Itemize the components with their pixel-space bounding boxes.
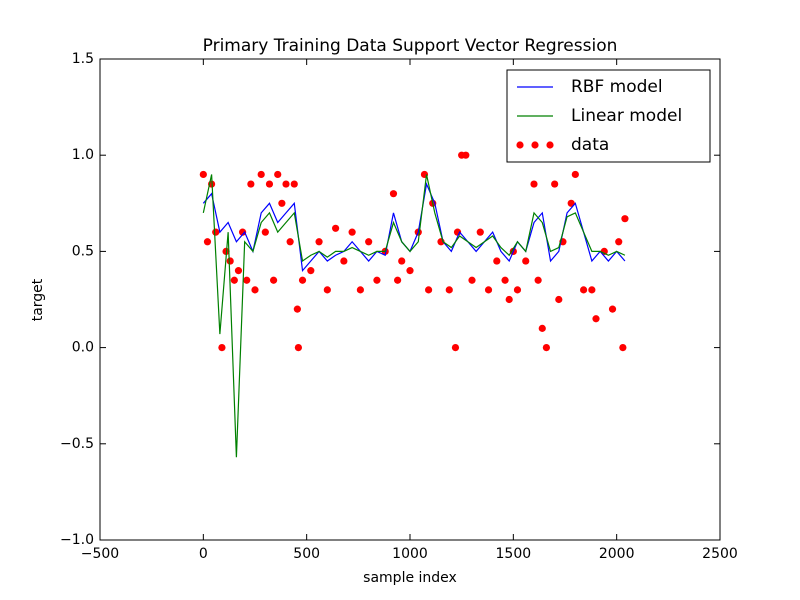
data-point: [406, 267, 414, 275]
data-point: [476, 228, 484, 236]
legend-label: Linear model: [571, 106, 682, 126]
data-point: [608, 305, 617, 313]
legend-label: RBF model: [571, 77, 663, 97]
data-point: [286, 238, 294, 246]
data-point: [332, 224, 340, 232]
data-point: [522, 257, 530, 265]
data-point: [247, 180, 255, 188]
plot-area: [199, 151, 629, 458]
x-tick-label: 1000: [392, 546, 428, 562]
data-point: [226, 257, 234, 265]
data-point: [373, 276, 381, 284]
x-axis-label: sample index: [363, 570, 457, 586]
x-tick-label: 2500: [702, 546, 738, 562]
data-point: [356, 286, 364, 294]
data-point: [274, 170, 282, 179]
x-tick-label: −500: [81, 546, 119, 562]
y-tick-label: 1.0: [72, 147, 94, 163]
data-point: [243, 276, 251, 284]
data-point: [340, 257, 348, 265]
x-tick-label: 0: [199, 546, 208, 562]
data-point: [257, 170, 265, 179]
y-tick-label: 0.0: [72, 340, 94, 356]
data-point: [571, 170, 579, 179]
data-point: [451, 344, 460, 352]
data-point: [294, 344, 302, 352]
y-tick-label: −1.0: [60, 532, 94, 548]
legend-marker: [531, 141, 539, 149]
data-point: [505, 295, 513, 304]
data-point: [323, 286, 331, 294]
data-point: [493, 257, 501, 265]
data-point: [551, 180, 559, 188]
data-point: [315, 238, 323, 246]
data-point: [542, 344, 551, 352]
data-point: [513, 286, 522, 294]
data-point: [307, 267, 315, 275]
data-point: [425, 286, 433, 294]
y-axis-label: target: [30, 278, 46, 321]
data-point: [588, 286, 596, 294]
data-point: [580, 286, 588, 294]
data-point: [278, 199, 286, 207]
legend-marker: [516, 141, 524, 149]
legend-box: [506, 69, 711, 163]
data-point: [265, 180, 274, 188]
x-tick-label: 500: [293, 546, 320, 562]
data-point: [290, 180, 298, 188]
data-point: [389, 190, 398, 198]
data-point: [538, 324, 546, 332]
data-point: [530, 180, 538, 188]
data-point: [230, 276, 238, 284]
data-point: [239, 228, 247, 236]
data-point: [621, 215, 629, 223]
line-series: [202, 174, 626, 458]
data-point: [348, 228, 356, 236]
data-point: [270, 276, 278, 284]
data-point: [365, 238, 373, 246]
data-point: [555, 295, 563, 304]
data-point: [484, 286, 493, 294]
y-tick-label: −0.5: [60, 436, 94, 452]
data-point: [234, 267, 243, 275]
data-point: [212, 228, 220, 236]
data-point: [445, 286, 453, 294]
data-point: [199, 170, 207, 179]
data-point: [293, 305, 301, 313]
x-tick-label: 1500: [496, 546, 532, 562]
legend-marker: [546, 141, 554, 149]
x-tick-label: 2000: [599, 546, 635, 562]
data-point: [282, 180, 290, 188]
legend: RBF model Linear model data: [506, 69, 711, 163]
data-point: [462, 151, 470, 159]
data-point: [218, 344, 226, 352]
data-point: [251, 286, 259, 294]
chart-title: Primary Training Data Support Vector Reg…: [203, 36, 618, 56]
y-tick-label: 0.5: [72, 243, 94, 259]
data-point: [398, 257, 406, 265]
line-series: [202, 181, 626, 273]
data-point: [534, 276, 542, 284]
y-tick-label: 1.5: [72, 51, 94, 67]
data-point: [615, 238, 623, 246]
data-point: [501, 276, 509, 284]
data-point: [203, 238, 212, 246]
data-point: [394, 276, 402, 284]
legend-label: data: [571, 135, 609, 155]
data-point: [261, 228, 269, 236]
data-point: [592, 315, 600, 323]
data-point: [619, 344, 627, 352]
data-point: [468, 276, 476, 284]
data-point: [298, 276, 307, 284]
